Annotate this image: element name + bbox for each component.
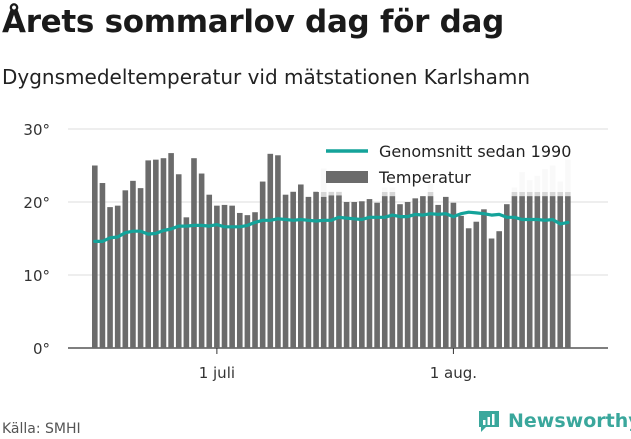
temperature-bar xyxy=(313,191,319,348)
x-axis: 1 juli 1 aug. xyxy=(199,348,477,382)
temperature-bar xyxy=(435,204,441,348)
average-line xyxy=(93,210,570,243)
temperature-bar xyxy=(122,190,129,348)
temperature-bar xyxy=(328,195,335,348)
temperature-bar xyxy=(336,195,342,348)
chart-title: Årets sommarlov dag för dag xyxy=(2,4,505,40)
temperature-bar xyxy=(168,153,174,348)
temperature-bar xyxy=(442,196,449,348)
y-tick-label: 0° xyxy=(33,340,50,358)
temperature-bar xyxy=(366,199,373,348)
temperature-bar xyxy=(290,191,296,348)
temperature-bar xyxy=(206,194,213,348)
temperature-bar xyxy=(221,204,228,348)
temperature-bar xyxy=(153,159,159,348)
legend-label-temperature: Temperatur xyxy=(378,168,471,187)
y-tick-label: 10° xyxy=(23,267,50,285)
temperature-bar xyxy=(343,202,350,348)
temperature-bar xyxy=(412,198,419,348)
temperature-bar xyxy=(252,212,258,348)
temperature-bar xyxy=(389,196,396,348)
temperature-bar xyxy=(381,196,388,348)
temperature-bar xyxy=(175,174,182,348)
temperature-bar xyxy=(214,205,220,348)
temperature-bar xyxy=(275,155,281,348)
temperature-bar xyxy=(557,196,564,348)
x-tick-label: 1 aug. xyxy=(430,364,477,382)
temperature-bars xyxy=(92,153,571,348)
temperature-bar xyxy=(526,196,533,348)
temperature-bar xyxy=(305,196,312,348)
record-bar xyxy=(328,191,335,196)
temperature-bar xyxy=(183,217,190,348)
y-tick-label: 30° xyxy=(23,121,50,139)
temperature-bar xyxy=(130,180,136,348)
legend-label-average: Genomsnitt sedan 1990 xyxy=(379,142,571,161)
y-tick-label: 20° xyxy=(23,194,50,212)
temperature-bar xyxy=(534,196,541,348)
temperature-bar xyxy=(236,212,243,348)
temperature-bar xyxy=(244,215,251,348)
legend: Genomsnitt sedan 1990 Temperatur xyxy=(318,136,600,192)
y-axis-ticks: 0° 10° 20° 30° xyxy=(23,121,50,358)
temperature-bar xyxy=(191,158,197,348)
temperature-bar xyxy=(137,188,144,348)
temperature-bar xyxy=(160,158,167,348)
temperature-bar xyxy=(488,238,495,348)
chart-subtitle: Dygnsmedeltemperatur vid mätstationen Ka… xyxy=(2,65,531,89)
temperature-bar xyxy=(420,196,426,348)
temperature-bar xyxy=(267,153,274,348)
temperature-bar xyxy=(198,173,205,348)
temperature-bar xyxy=(458,215,464,348)
temperature-bar xyxy=(259,181,266,348)
temperature-bar xyxy=(282,194,289,348)
temperature-bar xyxy=(496,231,502,348)
brand-name: Newsworthy xyxy=(508,410,631,432)
temperature-bar xyxy=(465,228,472,348)
temperature-bar xyxy=(92,165,98,348)
temperature-bar xyxy=(145,160,152,348)
temperature-bar xyxy=(99,183,106,348)
temperature-bar xyxy=(374,202,380,348)
temperature-bar xyxy=(397,204,403,348)
temperature-bar xyxy=(427,196,434,348)
temperature-bar xyxy=(565,196,571,348)
temperature-bar xyxy=(351,202,358,348)
newsworthy-logo-icon xyxy=(479,411,499,432)
brand-logo[interactable]: Newsworthy xyxy=(476,408,631,434)
temperature-bar xyxy=(229,205,235,348)
temperature-bar xyxy=(481,209,487,348)
temperature-bar xyxy=(114,205,121,348)
record-bar xyxy=(336,191,342,196)
temperature-bar xyxy=(298,184,304,348)
temperature-bar xyxy=(519,196,525,348)
temperature-bar xyxy=(504,204,510,348)
temperature-bar xyxy=(511,196,518,348)
source-label: Källa: SMHI xyxy=(2,421,81,437)
average-line-layer xyxy=(93,210,570,243)
temperature-bar xyxy=(359,201,365,348)
temperature-bar xyxy=(107,207,113,348)
temperature-bar xyxy=(450,202,457,348)
temperature-bar xyxy=(320,196,327,348)
temperature-bar xyxy=(549,196,556,348)
legend-swatch-temperature xyxy=(326,171,368,183)
temperature-bar xyxy=(404,202,411,348)
x-tick-label: 1 juli xyxy=(199,364,235,382)
temperature-bar xyxy=(473,221,480,348)
temperature-bar xyxy=(542,196,548,348)
